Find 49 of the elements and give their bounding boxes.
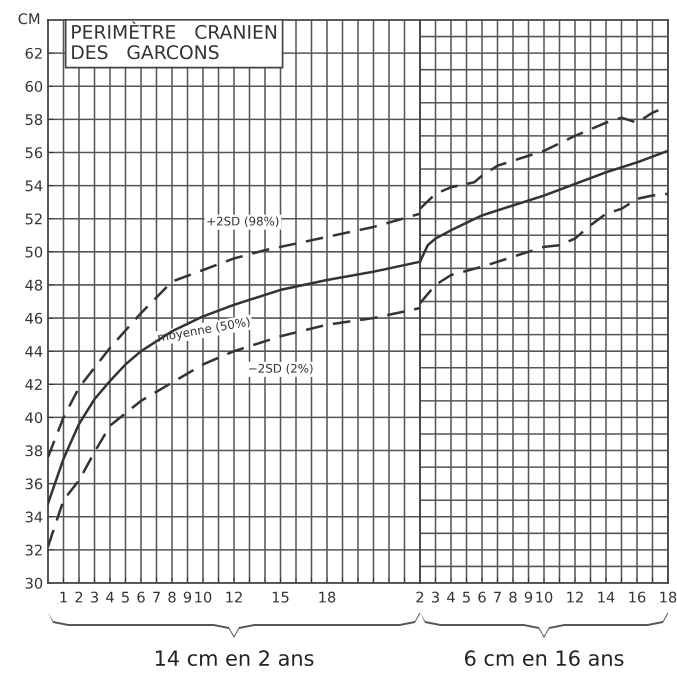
- x-tick-label: 8: [509, 592, 517, 603]
- x-tick-label: 6: [137, 592, 145, 603]
- x-tick-label: 9: [184, 592, 192, 603]
- x-tick-label: 15: [272, 592, 289, 603]
- x-tick-label: 9: [524, 592, 532, 603]
- x-tick-label: 3: [90, 592, 98, 603]
- y-tick-label: 60: [26, 80, 42, 92]
- x-tick-label: 8: [168, 592, 176, 603]
- x-tick-label: 18: [660, 592, 676, 603]
- y-tick-label: 50: [26, 246, 42, 258]
- x-tick-label: 12: [226, 592, 242, 602]
- x-tick-label: 18: [319, 592, 336, 603]
- x-tick-label: 7: [153, 592, 160, 602]
- x-tick-label: 5: [122, 592, 129, 603]
- y-axis-title: CM: [18, 13, 40, 24]
- x-tick-label: 10: [195, 592, 212, 603]
- y-tick-label: 44: [25, 346, 42, 357]
- x-tick-label: 5: [462, 592, 470, 603]
- y-tick-label: 52: [26, 213, 42, 224]
- x-tick-label: 1: [60, 592, 67, 602]
- y-tick-label: 38: [26, 445, 42, 456]
- series-label: +2SD (98%): [207, 216, 278, 227]
- y-tick-label: 40: [25, 412, 42, 424]
- y-tick-label: 58: [26, 114, 42, 126]
- x-tick-label: 14: [598, 592, 614, 602]
- y-tick-label: 62: [26, 48, 42, 59]
- x-tick-label: 2: [416, 592, 424, 602]
- x-tick-label: 6: [478, 592, 486, 603]
- y-tick-label: 34: [26, 511, 42, 523]
- x-tick-label: 16: [629, 592, 646, 603]
- x-tick-label: 2: [75, 592, 82, 602]
- y-tick-label: 36: [26, 478, 42, 490]
- y-tick-label: 54: [26, 180, 42, 192]
- x-tick-label: 10: [536, 592, 552, 603]
- x-tick-label: 7: [494, 592, 501, 602]
- y-tick-label: 56: [26, 147, 42, 158]
- y-tick-label: 42: [25, 379, 42, 390]
- y-tick-label: 46: [25, 312, 42, 324]
- y-tick-label: 30: [26, 578, 42, 589]
- series-label: −2SD (2%): [249, 364, 313, 374]
- x-tick-label: 4: [447, 592, 455, 602]
- x-tick-label: 4: [106, 592, 114, 602]
- x-tick-label: 3: [432, 592, 439, 603]
- y-tick-label: 32: [26, 544, 42, 556]
- text: PERIMÈTRE CRANIEN DES GARCONS: [72, 21, 276, 60]
- text: 14 cm en 2 ans: [156, 650, 314, 666]
- text: 6 cm en 16 ans: [465, 650, 624, 666]
- y-tick-label: 48: [25, 280, 42, 291]
- x-tick-label: 12: [567, 592, 583, 602]
